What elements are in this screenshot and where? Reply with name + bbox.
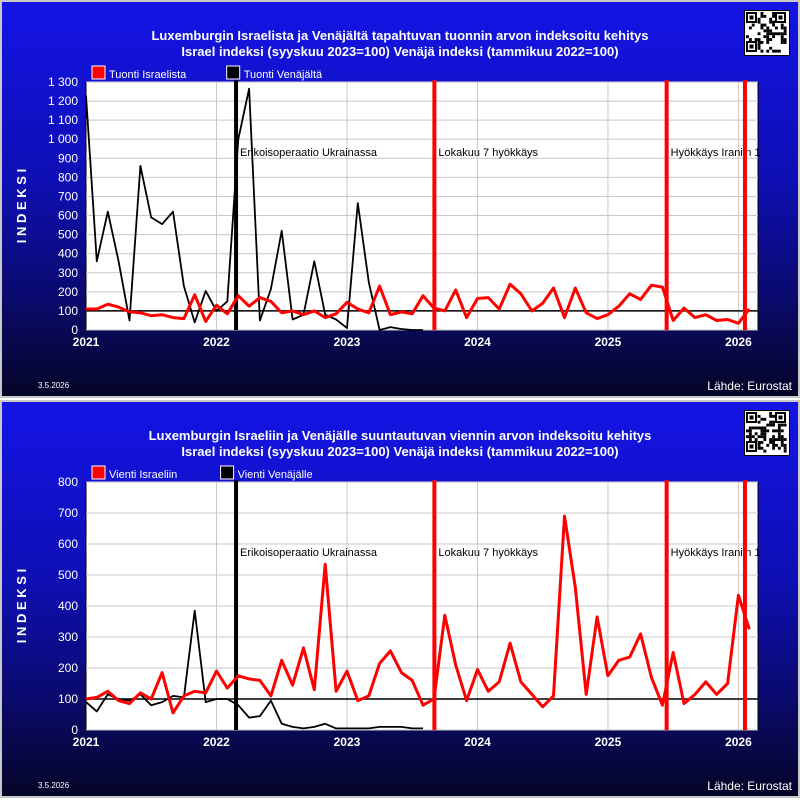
series-line-russia [85,609,423,730]
y-tick-label: 400 [58,599,78,613]
qr-pattern [746,12,787,53]
qr-code-icon [744,410,790,456]
y-tick-label: 800 [58,170,78,184]
source-label: Lähde: Eurostat [707,779,792,793]
qr-pattern [746,412,787,453]
event-label: Lokakuu 7 hyökkäys [438,147,538,159]
chart-subtitle: Israel indeksi (syyskuu 2023=100) Venäjä… [181,444,618,459]
y-tick-label: 200 [58,285,78,299]
y-tick-label: 800 [58,475,78,489]
x-tick-label: 2023 [334,735,361,749]
y-tick-label: 900 [58,151,78,165]
chart-subtitle: Israel indeksi (syyskuu 2023=100) Venäjä… [181,44,618,59]
import-chart: Luxemburgin Israelista ja Venäjältä tapa… [14,28,793,393]
legend-label: Tuonti Venäjältä [244,69,323,81]
legend-label: Vienti Israeliin [109,469,177,481]
x-tick-label: 2025 [595,735,622,749]
qr-code-icon [744,10,790,56]
y-axis-label: I N D E K S I [14,569,29,643]
x-tick-label: 2026 [725,335,752,349]
y-tick-label: 1 100 [48,113,78,127]
y-tick-label: 100 [58,692,78,706]
y-tick-label: 0 [71,723,78,737]
series-line-israel [85,514,751,715]
event-label: Hyökkäys Iraniin 1 [671,147,761,159]
y-tick-label: 500 [58,228,78,242]
source-label: Lähde: Eurostat [707,379,792,393]
x-tick-label: 2024 [464,335,491,349]
y-tick-label: 600 [58,537,78,551]
event-label: Erikoisoperaatio Ukrainassa [240,547,378,559]
x-tick-label: 2026 [725,735,752,749]
y-tick-label: 1 300 [48,75,78,89]
series-line-russia [85,87,423,331]
y-tick-label: 0 [71,323,78,337]
y-tick-label: 300 [58,266,78,280]
y-tick-label: 700 [58,189,78,203]
x-tick-label: 2023 [334,335,361,349]
x-tick-label: 2021 [73,735,100,749]
chart-title: Luxemburgin Israelista ja Venäjältä tapa… [151,28,648,43]
legend: Vienti Israeliin Vienti Venäjälle [91,465,313,481]
export-chart-panel: Luxemburgin Israeliin ja Venäjälle suunt… [0,400,800,798]
event-label: Lokakuu 7 hyökkäys [438,547,538,559]
y-tick-label: 200 [58,661,78,675]
x-tick-label: 2025 [595,335,622,349]
y-tick-label: 400 [58,247,78,261]
export-chart: Luxemburgin Israeliin ja Venäjälle suunt… [14,428,793,793]
legend-swatch [91,65,106,80]
series-line-israel [86,282,751,325]
legend-swatch [220,465,235,480]
y-tick-label: 100 [58,304,78,318]
date-label: 3.5.2026 [38,381,70,390]
x-tick-label: 2022 [203,735,230,749]
y-tick-label: 1 000 [48,132,78,146]
event-label: Erikoisoperaatio Ukrainassa [240,147,378,159]
import-chart-panel: Luxemburgin Israelista ja Venäjältä tapa… [0,0,800,398]
event-label: Hyökkäys Iraniin 1 [671,547,761,559]
x-tick-label: 2024 [464,735,491,749]
legend-swatch [91,465,106,480]
legend-swatch [226,65,241,80]
legend: Tuonti Israelista Tuonti Venäjältä [91,65,323,81]
date-label: 3.5.2026 [38,781,70,790]
y-tick-label: 600 [58,209,78,223]
y-tick-label: 700 [58,506,78,520]
y-axis-label: I N D E K S I [14,169,29,243]
legend-label: Vienti Venäjälle [238,469,313,481]
y-tick-label: 500 [58,568,78,582]
chart-title: Luxemburgin Israeliin ja Venäjälle suunt… [149,428,652,443]
y-tick-label: 1 200 [48,94,78,108]
y-tick-label: 300 [58,630,78,644]
x-tick-label: 2021 [73,335,100,349]
plot-area [85,81,759,331]
legend-label: Tuonti Israelista [109,69,187,81]
x-tick-label: 2022 [203,335,230,349]
